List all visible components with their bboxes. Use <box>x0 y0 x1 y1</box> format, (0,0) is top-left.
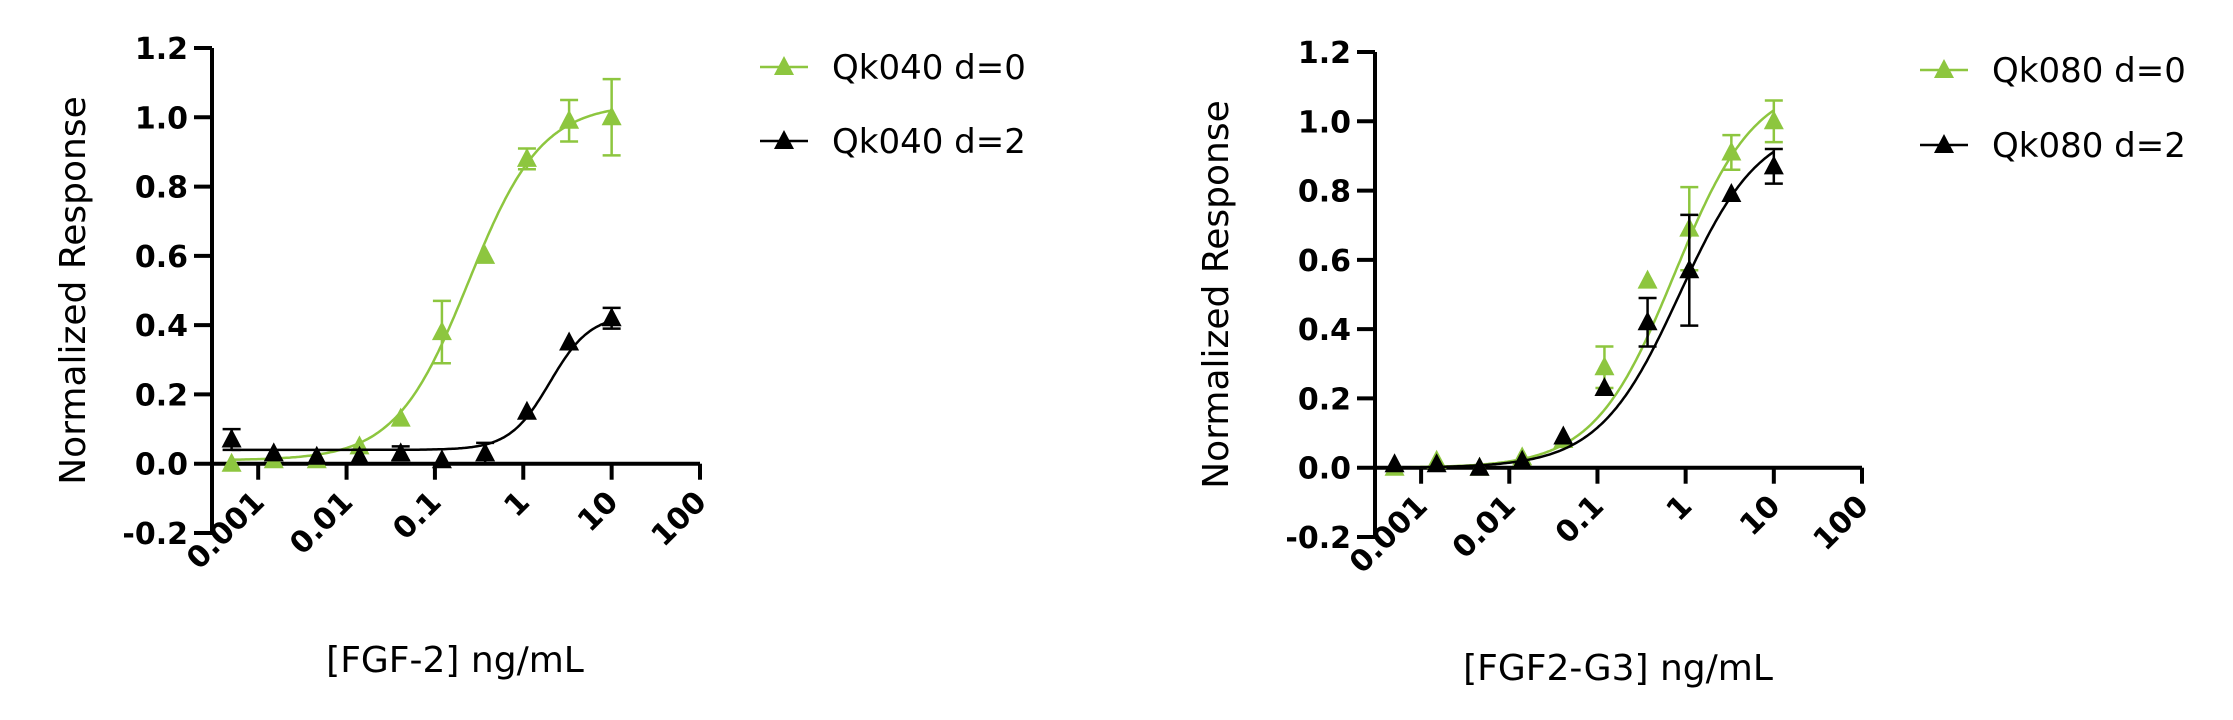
x-tick-label: 1 <box>497 485 537 525</box>
data-point <box>559 331 580 351</box>
y-axis-title: Normalized Response <box>53 96 94 485</box>
y-tick-label: 0.4 <box>1298 313 1351 348</box>
x-tick-label: 100 <box>645 485 714 554</box>
y-tick-label: 0.2 <box>135 378 188 413</box>
data-point <box>1512 449 1533 469</box>
data-point <box>1594 377 1615 397</box>
data-point <box>349 445 370 465</box>
legend-marker <box>774 56 794 75</box>
x-tick-label: 0.001 <box>1343 489 1435 581</box>
x-axis-title: [FGF-2] ng/mL <box>326 640 584 681</box>
y-tick-label: -0.2 <box>122 517 188 552</box>
fit-curve <box>231 109 612 461</box>
data-point <box>1721 183 1742 203</box>
fit-curve <box>231 319 612 452</box>
data-point <box>1763 155 1784 175</box>
legend-label: Qk080 d=0 <box>1992 51 2186 91</box>
data-point <box>1469 456 1490 476</box>
chart-right: -0.2 0.0 0.2 0.4 0.6 0.8 1.0 1.2 0.001 0.01 0.1 1 10… <box>1196 36 2186 689</box>
data-point <box>221 452 242 472</box>
legend-label: Qk080 d=2 <box>1992 126 2186 166</box>
y-tick-label: 1.2 <box>1298 36 1351 71</box>
x-tick-label: 10 <box>571 485 625 539</box>
y-tick-label: 1.0 <box>135 101 188 136</box>
y-tick-label: 0.0 <box>1298 452 1351 487</box>
x-tick-label: 0.001 <box>180 485 272 577</box>
data-point <box>390 407 411 427</box>
fit-curve <box>1394 150 1775 469</box>
data-point <box>516 400 537 420</box>
x-tick-label: 0.1 <box>386 485 448 547</box>
x-tick-label: 1 <box>1660 489 1700 529</box>
y-tick-label: 0.8 <box>1298 175 1351 210</box>
x-tick-label: 0.01 <box>1446 489 1523 566</box>
data-point <box>1763 110 1784 130</box>
series-1 <box>221 306 622 469</box>
data-point <box>431 449 452 469</box>
legend-label: Qk040 d=2 <box>832 122 1026 162</box>
data-point <box>1721 141 1742 161</box>
series-1 <box>1384 147 1784 476</box>
legend-marker <box>1934 134 1954 153</box>
x-tick-label: 100 <box>1807 489 1876 558</box>
x-tick-label: 10 <box>1733 489 1787 543</box>
data-point <box>1594 356 1615 376</box>
data-point <box>1426 453 1447 473</box>
legend-label: Qk040 d=0 <box>832 48 1026 88</box>
y-tick-label: 0.8 <box>135 171 188 206</box>
data-point <box>390 442 411 462</box>
data-point <box>1553 425 1574 445</box>
data-point <box>1637 311 1658 331</box>
data-point <box>601 307 622 327</box>
data-point <box>559 109 580 129</box>
data-point <box>221 428 242 448</box>
data-point <box>1637 269 1658 289</box>
data-point <box>306 445 327 465</box>
chart-left: -0.2 0.0 0.2 0.4 0.6 0.8 1.0 1.2 0.001 0.01 0.1 1 10… <box>53 32 1026 681</box>
data-point <box>475 244 496 264</box>
y-tick-label: 1.0 <box>1298 105 1351 140</box>
series-0 <box>221 77 622 472</box>
y-tick-label: 0.2 <box>1298 382 1351 417</box>
y-axis-title: Normalized Response <box>1196 100 1237 489</box>
x-axis-title: [FGF2-G3] ng/mL <box>1463 648 1773 689</box>
data-point <box>263 442 284 462</box>
y-tick-label: 0.6 <box>135 240 188 275</box>
y-tick-label: -0.2 <box>1285 521 1351 556</box>
y-tick-label: 1.2 <box>135 32 188 67</box>
y-tick-label: 0.6 <box>1298 244 1351 279</box>
data-point <box>431 321 452 341</box>
legend-marker <box>774 130 794 149</box>
legend-marker <box>1934 59 1954 78</box>
data-point <box>1679 259 1700 279</box>
data-point <box>601 106 622 126</box>
fit-curve <box>1394 109 1775 469</box>
x-tick-label: 0.1 <box>1549 489 1611 551</box>
y-tick-label: 0.0 <box>135 448 188 483</box>
y-tick-label: 0.4 <box>135 309 188 344</box>
data-point <box>516 147 537 167</box>
data-point <box>1384 453 1405 473</box>
series-0 <box>1384 99 1784 476</box>
x-tick-label: 0.01 <box>283 485 360 562</box>
data-point <box>475 442 496 462</box>
